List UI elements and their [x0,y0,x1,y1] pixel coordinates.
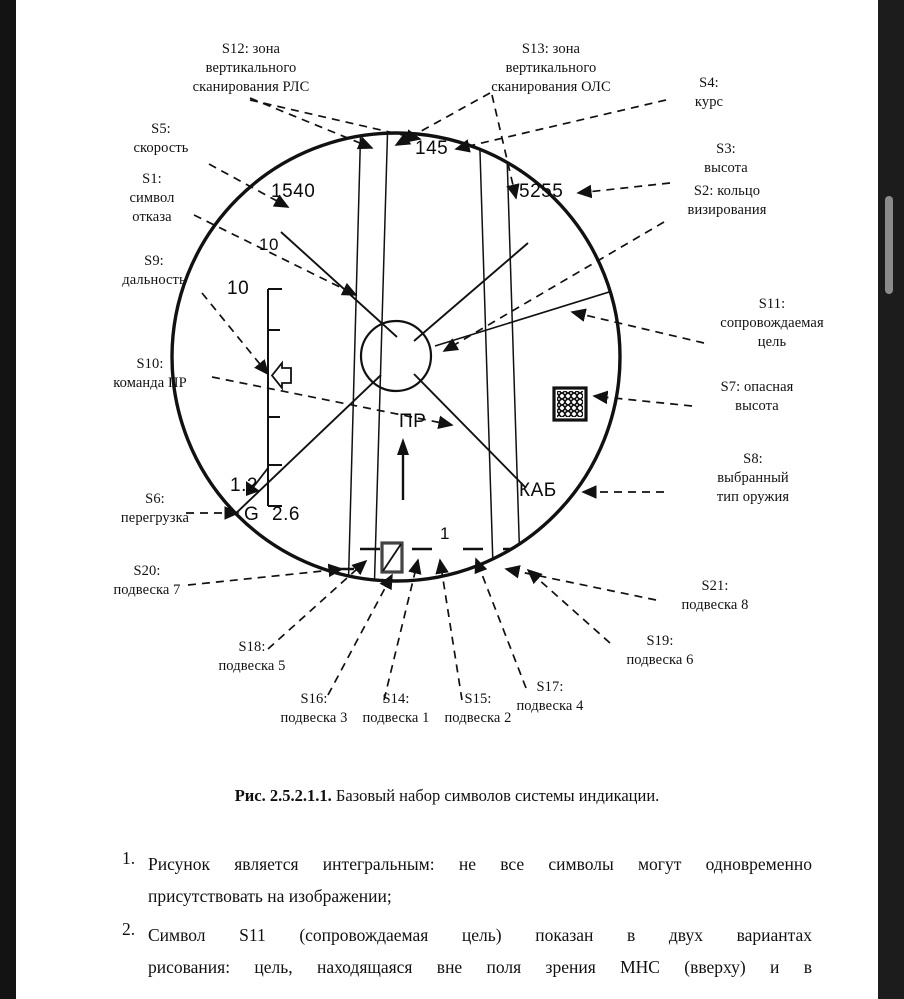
leader-s12-a [249,97,374,150]
leader-s15 [435,558,463,701]
leader-s13-a [394,92,491,146]
hud-diagram-svg [170,92,705,701]
callout-s16: S16: подвеска 3 [280,691,348,727]
hud-speed-readout: 1540 [271,181,316,202]
note-line: рисования: цель, находящаяся вне поля зр… [148,957,812,978]
hud-heading-readout: 145 [415,138,449,159]
note-item: 1. Рисунок является интегральным: не все… [122,848,812,913]
tracked-target-out-of-fov [434,287,620,347]
callout-s19: S19: подвеска 6 [626,633,694,669]
hud-scale-bottom-value: 1.2 [230,475,258,496]
callout-s20: S20: подвеска 7 [113,563,181,599]
figure-caption-number: Рис. 2.5.2.1.1. [234,786,332,805]
leader-s9 [201,292,270,376]
note-text: Символ S11 (сопровождаемая цель) показан… [148,919,812,984]
figure-caption-text: Базовый набор символов системы индикации… [331,786,660,805]
leader-s12-b [249,99,422,143]
viewer-left-gutter [0,0,16,999]
flight-path-arrow [397,438,409,500]
tracked-target-in-fov [552,386,588,422]
callout-s14: S14: подвеска 1 [362,691,430,727]
leader-s14 [383,558,422,701]
velocity-vector-lines [230,231,529,519]
figure-caption: Рис. 2.5.2.1.1. Базовый набор символов с… [16,786,878,806]
note-item: 2. Символ S11 (сопровождаемая цель) пока… [122,919,812,984]
callout-s5: S5: скорость [133,121,189,157]
leader-s5 [208,163,290,208]
pr-command-pointer [270,360,292,391]
leader-s16 [327,573,393,696]
callout-s13: S13: зона вертикального сканирования ОЛС [491,41,611,96]
leader-s1 [193,214,358,296]
hud-pr-command-text: ПР [399,411,427,432]
leader-s3 [576,182,671,199]
callout-s10: S10: команда ПР [113,356,187,392]
figure-notes-list: 1. Рисунок является интегральным: не все… [122,848,812,990]
hud-altitude-readout: 5255 [519,181,564,202]
note-number: 1. [122,848,136,868]
hud-symbol-figure: 1540 145 5255 10 10 1.2 G 2.6 ПР КАБ 1 S… [16,0,878,790]
leader-s21 [504,565,657,601]
aiming-ring [359,319,433,393]
leader-lines [186,92,705,701]
range-scale [267,288,282,507]
hud-gload-label: G [244,504,260,525]
callout-s21: S21: подвеска 8 [681,578,749,614]
callout-s15: S15: подвеска 2 [444,691,512,727]
callout-s1: S1: символ отказа [129,171,175,226]
hud-scale-top-value: 10 [227,278,250,299]
callout-s18: S18: подвеска 5 [218,639,286,675]
callout-s6: S6: перегрузка [120,491,190,527]
note-line: присутствовать на изображении; [148,886,392,907]
vertical-scrollbar[interactable] [878,0,904,999]
callout-s11: S11: сопровождаемая цель [720,296,824,351]
leader-s11 [570,308,705,344]
note-text: Рисунок является интегральным: не все си… [148,848,812,913]
leader-s17 [474,557,527,689]
note-number: 2. [122,918,136,939]
callout-s9: S9: дальность [122,253,186,289]
callout-s8: S8: выбранный тип оружия [716,451,790,506]
note-line: Рисунок является интегральным: не все си… [148,854,812,874]
hud-gload-value: 2.6 [272,504,300,525]
failure-symbol-arrow [246,467,269,496]
hud-weapon-type-text: КАБ [519,480,557,501]
callout-s12: S12: зона вертикального сканирования РЛС [192,41,310,96]
callout-s17: S17: подвеска 4 [516,679,584,715]
leader-s19 [526,568,611,644]
leader-s18 [267,559,368,650]
hud-range-top-readout: 10 [259,235,279,254]
scrollbar-thumb[interactable] [885,196,893,294]
callout-s3: S3: высота [704,141,748,177]
leader-s20 [187,563,344,586]
callout-s2: S2: кольцо визирования [687,183,767,219]
leader-s13-b [491,94,520,200]
note-line: Символ S11 (сопровождаемая цель) показан… [148,924,812,945]
hud-store-count: 1 [440,524,450,543]
leader-s10 [211,376,454,430]
document-page: 1540 145 5255 10 10 1.2 G 2.6 ПР КАБ 1 S… [16,0,878,999]
leader-s7 [592,390,693,407]
leader-s4 [454,99,667,153]
leader-s2 [442,221,665,352]
selected-store-box [380,541,404,574]
callout-s4: S4: курс [694,75,724,111]
callout-s7: S7: опасная высота [720,379,794,415]
scan-zone-lines [347,133,522,581]
